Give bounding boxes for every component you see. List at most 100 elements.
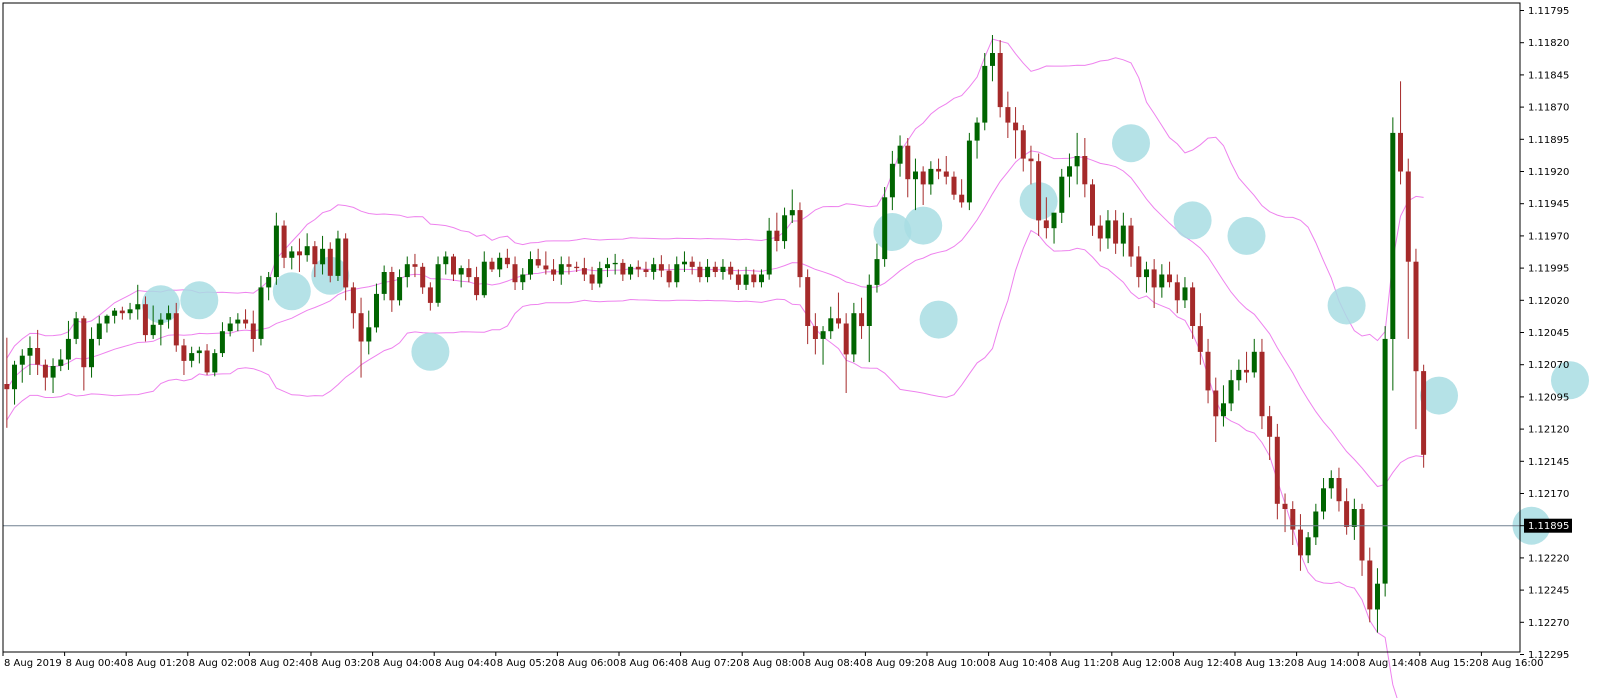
candle-body (928, 168, 934, 185)
x-tick-label: 8 Aug 07:20 (682, 658, 743, 669)
candle-body (581, 268, 587, 275)
candle (443, 251, 449, 275)
candle-body (558, 264, 564, 275)
candle-body (651, 264, 657, 272)
candle (1298, 514, 1303, 571)
candle-body (1405, 171, 1411, 262)
candle (1313, 503, 1319, 545)
candle-body (127, 309, 133, 314)
candle (1221, 385, 1226, 427)
candle (1213, 377, 1219, 442)
candle-body (1359, 509, 1365, 561)
candle-body (350, 287, 356, 314)
candle-body (404, 264, 410, 278)
candle-body (1074, 156, 1080, 167)
signal-circle (1173, 201, 1212, 240)
candle-body (1174, 282, 1180, 301)
candle (412, 253, 418, 278)
candle (751, 269, 757, 288)
candle-body (820, 331, 826, 339)
candle (936, 158, 942, 180)
candle (481, 251, 487, 298)
x-tick-label: 8 Aug 02:00 (189, 658, 250, 669)
candle-body (1375, 583, 1380, 610)
candle (350, 282, 356, 329)
candle (997, 40, 1003, 118)
candle (1151, 259, 1157, 308)
candle-body (420, 266, 426, 288)
candle (766, 217, 772, 280)
candle (866, 274, 872, 363)
candle (196, 346, 202, 364)
candle (243, 309, 249, 329)
signal-circle (919, 300, 958, 339)
candle-body (181, 345, 187, 361)
candle (366, 310, 372, 355)
candle (250, 310, 256, 352)
candle (50, 358, 56, 393)
x-tick-label: 8 Aug 06:40 (620, 658, 681, 669)
candle-body (212, 353, 218, 373)
candle-body (35, 348, 41, 365)
y-tick-label: 1.12245 (1528, 586, 1569, 597)
candle-body (1413, 261, 1419, 372)
candle (451, 253, 456, 281)
candle (166, 305, 172, 329)
candle (951, 171, 957, 200)
candle (812, 313, 818, 355)
candle (697, 261, 703, 283)
candle-body (81, 318, 87, 368)
candle (112, 308, 118, 324)
candle (1074, 132, 1080, 185)
candle-body (774, 230, 780, 241)
candle-body (551, 269, 557, 275)
candle-body (1151, 269, 1157, 288)
band-lower (6, 229, 1398, 698)
candle-body (512, 264, 518, 283)
candle-body (658, 264, 664, 271)
candle-body (173, 313, 179, 346)
candle-body (273, 225, 279, 278)
candle-body (759, 274, 764, 283)
candle-body (1305, 537, 1311, 556)
candle (1205, 338, 1211, 404)
candle-body (135, 304, 141, 310)
candle (1090, 179, 1095, 236)
candle (528, 251, 533, 280)
candle (304, 233, 310, 262)
candle-body (1236, 369, 1242, 381)
candle-body (1190, 287, 1196, 326)
candle (89, 327, 94, 378)
candle-body (805, 277, 811, 326)
candle (928, 161, 934, 195)
y-tick-label: 1.11795 (1528, 6, 1569, 17)
candle-body (1367, 560, 1373, 610)
candle-body (697, 266, 703, 278)
candle (1290, 501, 1296, 545)
y-tick-label: 1.12045 (1528, 328, 1569, 339)
candle-body (1344, 501, 1350, 527)
candle (1113, 210, 1119, 254)
candle (158, 313, 164, 346)
candle-body (574, 266, 580, 269)
y-tick-label: 1.11945 (1528, 199, 1569, 210)
candle (574, 261, 580, 272)
signal-circle (904, 206, 943, 245)
candle (820, 326, 826, 365)
candle-body (358, 313, 364, 342)
candle (497, 252, 503, 278)
candle (1267, 405, 1273, 460)
candle-body (389, 272, 395, 301)
candle-body (1182, 287, 1188, 301)
x-tick-label: 8 Aug 02:40 (250, 658, 311, 669)
y-tick-label: 1.12145 (1528, 457, 1569, 468)
candle-body (528, 259, 533, 275)
candle (874, 243, 880, 293)
candle-body (990, 53, 995, 66)
candle-body (89, 338, 94, 368)
x-tick-label: 8 Aug 09:20 (866, 658, 927, 669)
candle (1398, 81, 1403, 185)
candle-body (1105, 220, 1111, 239)
